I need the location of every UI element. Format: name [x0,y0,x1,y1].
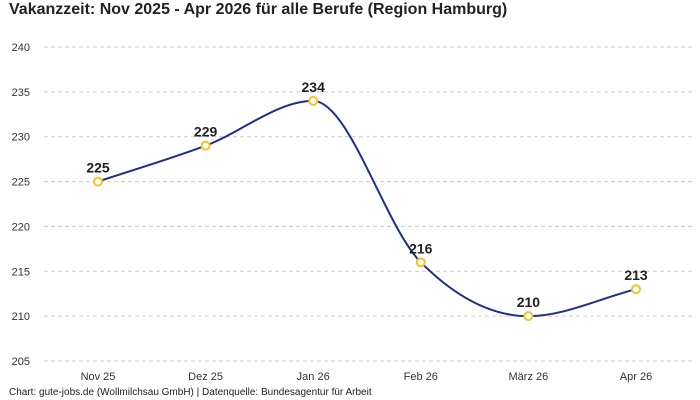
data-labels: 225 229 234 216 210 213 [86,79,648,310]
data-point [631,284,641,295]
x-tick-label: März 26 [509,371,549,383]
y-tick-label: 210 [12,311,30,323]
data-label: 229 [194,124,218,140]
x-tick-label: Feb 26 [404,371,438,383]
series-line [97,99,637,318]
data-point [93,176,103,187]
x-tick-label: Apr 26 [620,371,652,383]
x-axis-ticks: Nov 25 Dez 25 Jan 26 Feb 26 März 26 Apr 26 [81,371,653,383]
x-tick-label: Jan 26 [297,371,330,383]
gridlines [44,46,692,362]
x-tick-label: Nov 25 [81,371,116,383]
y-axis-ticks: 205 210 215 220 225 230 235 240 [12,42,30,368]
y-tick-label: 225 [12,177,30,189]
y-tick-label: 220 [12,221,30,233]
y-tick-label: 235 [12,87,30,99]
data-point [200,140,211,151]
x-tick-label: Dez 25 [188,371,223,383]
data-markers [93,95,641,322]
data-label: 225 [86,160,110,176]
chart-source: Chart: gute-jobs.de (Wollmilchsau GmbH) … [9,387,372,398]
y-tick-label: 205 [12,356,30,368]
data-label: 216 [409,240,433,256]
y-tick-label: 230 [12,132,30,144]
y-tick-label: 240 [12,42,30,54]
data-label: 210 [517,294,541,310]
data-point [523,311,534,322]
data-label: 213 [624,267,648,283]
chart-title: Vakanzzeit: Nov 2025 - Apr 2026 für alle… [9,1,508,18]
data-point [308,95,319,106]
data-label: 234 [302,79,326,95]
y-tick-label: 215 [12,266,30,278]
data-point [415,257,426,268]
